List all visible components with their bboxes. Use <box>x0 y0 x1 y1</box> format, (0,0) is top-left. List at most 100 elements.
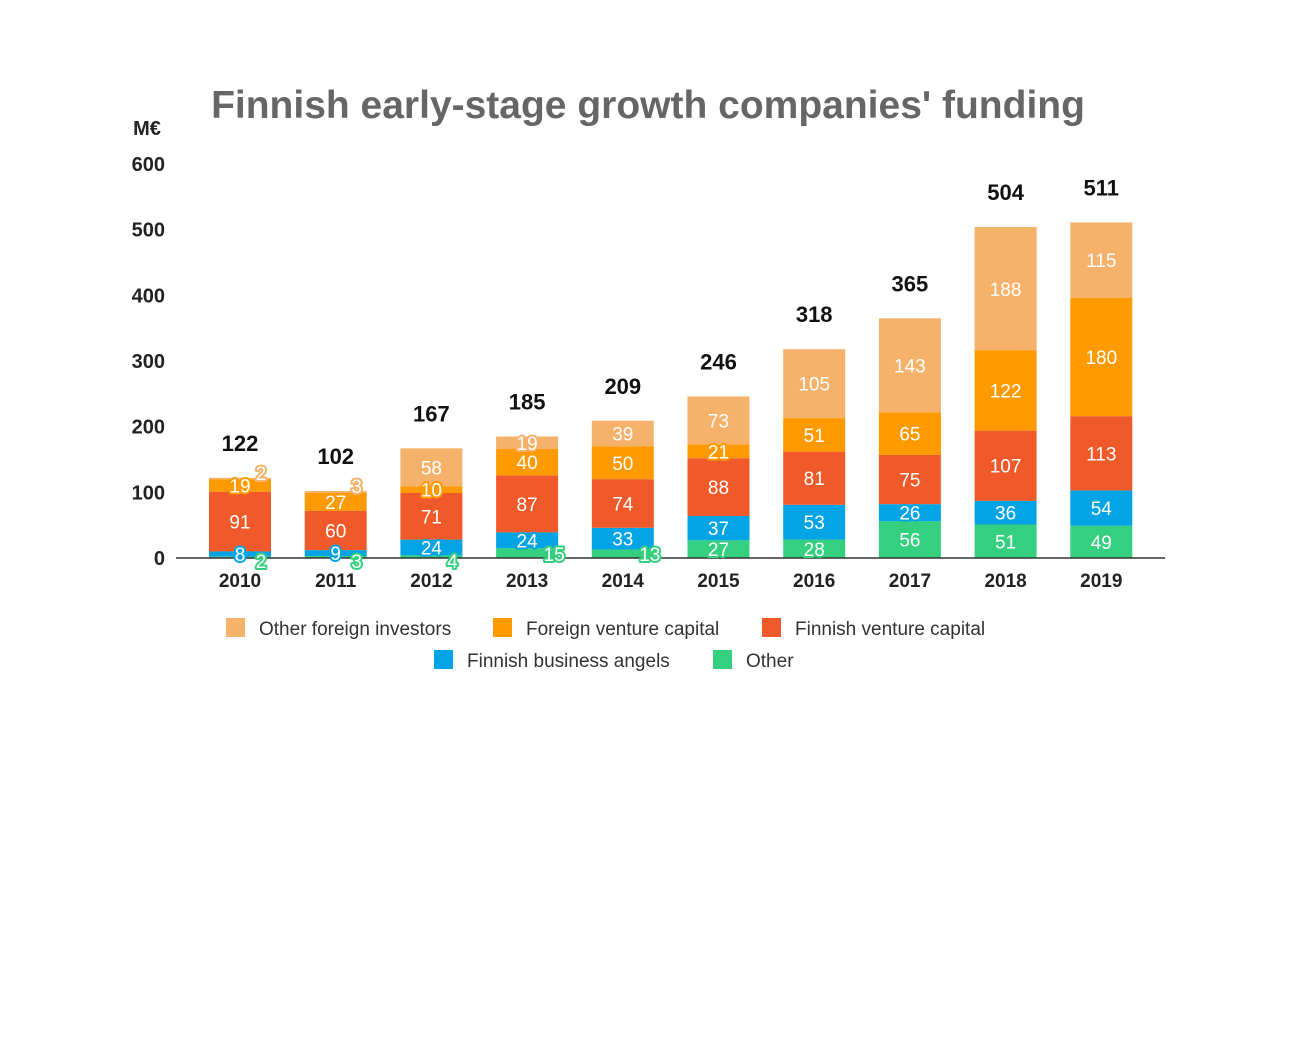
data-label: 10 <box>421 481 442 502</box>
legend-item: Other foreign investors <box>226 618 451 640</box>
data-label: 56 <box>899 531 920 552</box>
legend-swatch <box>762 618 781 637</box>
bar-segment <box>687 444 750 459</box>
data-label: 8 <box>235 545 246 566</box>
bar-segment <box>974 524 1037 558</box>
x-tick-label: 2010 <box>219 571 261 592</box>
data-label: 4 <box>447 552 458 573</box>
bar-segment <box>209 479 271 492</box>
y-tick-label: 400 <box>132 285 165 307</box>
bar-segment <box>974 350 1037 431</box>
bar-segment <box>496 436 559 449</box>
data-label: 21 <box>708 442 729 463</box>
bar-segment <box>304 491 367 493</box>
data-label: 3 <box>351 552 362 573</box>
bar-segment <box>591 549 654 558</box>
data-label: 13 <box>639 545 660 566</box>
y-tick-label: 600 <box>132 154 165 176</box>
data-label: 2 <box>256 552 267 573</box>
data-label: 27 <box>325 493 346 514</box>
total-label: 246 <box>700 349 737 374</box>
y-axis-label: M€ <box>133 118 161 140</box>
y-tick-label: 200 <box>132 417 165 439</box>
data-label: 60 <box>325 521 346 542</box>
bar-segment <box>400 555 463 558</box>
bar-segment <box>400 448 463 487</box>
data-label: 54 <box>1091 499 1113 520</box>
chart-title: Finnish early-stage growth companies' fu… <box>211 84 1085 127</box>
data-label: 81 <box>804 469 825 490</box>
data-label: 180 <box>1085 348 1117 369</box>
data-label: 26 <box>899 504 920 525</box>
data-label: 27 <box>708 540 729 561</box>
bar-segment <box>1070 416 1133 491</box>
bar-segment <box>1070 297 1133 417</box>
x-tick-label: 2019 <box>1080 571 1122 592</box>
y-tick-label: 500 <box>132 220 165 242</box>
legend-label: Other <box>746 651 794 672</box>
bar-segment <box>304 556 367 558</box>
bar-segment <box>1070 525 1133 558</box>
data-label: 24 <box>421 538 443 559</box>
legend-swatch <box>434 650 453 669</box>
y-tick-label: 300 <box>132 351 165 373</box>
bar-segment <box>400 486 463 493</box>
data-label: 19 <box>517 434 538 455</box>
data-label: 19 <box>229 476 250 497</box>
data-label: 75 <box>899 471 920 492</box>
data-label: 122 <box>990 382 1022 403</box>
bar-segment <box>400 539 463 556</box>
data-label: 91 <box>229 513 250 534</box>
data-label: 113 <box>1086 444 1116 465</box>
bar-segment <box>687 396 750 445</box>
total-label: 167 <box>413 401 450 426</box>
bar-segment <box>209 477 271 480</box>
bar-segment <box>496 475 559 533</box>
bar-segment <box>878 318 941 413</box>
data-label: 143 <box>894 356 926 377</box>
bar-segment <box>783 418 846 452</box>
x-tick-label: 2016 <box>793 571 835 592</box>
bar-segment <box>591 479 654 528</box>
data-label: 40 <box>517 453 538 474</box>
bar-segment <box>783 539 846 558</box>
x-tick-label: 2014 <box>602 571 645 592</box>
x-tick-label: 2015 <box>697 571 740 592</box>
data-label: 15 <box>544 545 565 566</box>
data-label: 188 <box>990 280 1022 301</box>
legend-swatch <box>713 650 732 669</box>
legend-swatch <box>226 618 245 637</box>
total-label: 102 <box>317 444 354 469</box>
bar-segment <box>687 515 750 541</box>
total-label: 365 <box>892 271 929 296</box>
bar-segment <box>783 349 846 419</box>
data-label: 115 <box>1086 251 1116 272</box>
legend-label: Finnish business angels <box>467 651 670 672</box>
legend-item: Finnish venture capital <box>762 618 985 640</box>
x-tick-label: 2017 <box>889 571 931 592</box>
data-label: 105 <box>798 375 830 396</box>
legend-item: Other <box>713 650 794 672</box>
bar-segment <box>591 420 654 447</box>
bar-segment <box>687 458 750 516</box>
bar-segment <box>209 551 271 557</box>
bar-segment <box>1070 490 1133 526</box>
x-tick-label: 2018 <box>984 571 1026 592</box>
data-label: 65 <box>899 425 920 446</box>
bar-segment <box>304 550 367 557</box>
x-tick-label: 2011 <box>315 571 357 592</box>
y-tick-label: 100 <box>132 482 165 504</box>
data-label: 28 <box>804 540 825 561</box>
bar-segment <box>974 500 1037 525</box>
bar-segment <box>878 454 941 505</box>
data-label: 107 <box>990 457 1022 478</box>
bar-segment <box>496 548 559 558</box>
legend-label: Finnish venture capital <box>795 619 985 640</box>
bar-segment <box>304 492 367 511</box>
bar-segment <box>783 504 846 540</box>
data-label: 53 <box>804 513 825 534</box>
bar-segment <box>687 540 750 558</box>
data-label: 39 <box>612 425 633 446</box>
data-label: 33 <box>612 530 633 551</box>
data-label: 37 <box>708 519 729 540</box>
